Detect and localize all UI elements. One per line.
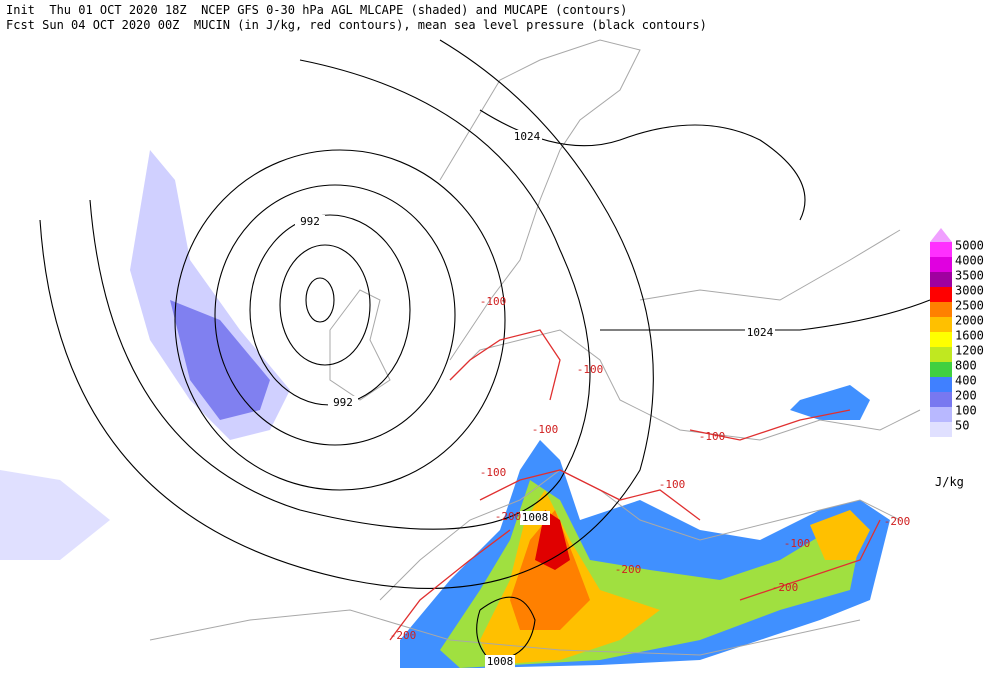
- isobar: [600, 299, 931, 331]
- cape-area: [810, 510, 870, 560]
- legend-swatch: [930, 392, 952, 407]
- legend: 5000400035003000250020001600120080040020…: [930, 228, 984, 437]
- cin-contour: [449, 329, 561, 401]
- legend-swatch: [930, 257, 952, 272]
- coastlines: [149, 39, 921, 656]
- mucin-label: -100: [699, 430, 726, 443]
- legend-label: 1200: [955, 344, 984, 358]
- mucin-label: -200: [390, 629, 417, 642]
- legend-label: 3000: [955, 284, 984, 298]
- legend-swatch: [930, 302, 952, 317]
- pressure-label: 1024: [747, 326, 774, 339]
- legend-swatch: [930, 317, 952, 332]
- legend-swatch: [930, 242, 952, 257]
- label-bg: [745, 326, 775, 340]
- mucin-label: -100: [577, 363, 604, 376]
- mucin-contours: [389, 329, 881, 641]
- legend-label: 3500: [955, 269, 984, 283]
- label-bg: [512, 130, 542, 144]
- legend-label: 400: [955, 374, 977, 388]
- label-bg: [485, 655, 515, 669]
- legend-label: 50: [955, 419, 969, 433]
- coastline: [149, 609, 861, 656]
- coastline: [449, 329, 921, 441]
- isobar: [89, 59, 591, 530]
- pressure-label: 1024: [514, 130, 541, 143]
- legend-swatch: [930, 377, 952, 392]
- cin-contour: [739, 519, 881, 601]
- legend-label: 5000: [955, 239, 984, 253]
- legend-swatch: [930, 332, 952, 347]
- legend-label: 100: [955, 404, 977, 418]
- isobar: [479, 109, 806, 221]
- legend-label: 2000: [955, 314, 984, 328]
- coastline: [329, 289, 391, 401]
- isobar: [174, 149, 506, 491]
- label-bg: [295, 215, 325, 229]
- coastline: [639, 229, 901, 301]
- legend-label: 4000: [955, 254, 984, 268]
- mucin-label: -100: [659, 478, 686, 491]
- mucin-label: -100: [532, 423, 559, 436]
- cin-contour: [389, 529, 511, 641]
- mucin-label: -200: [884, 515, 911, 528]
- isobar: [39, 39, 654, 589]
- mucin-label: -100: [480, 466, 507, 479]
- isobar: [279, 244, 371, 366]
- coastline: [439, 39, 641, 361]
- legend-swatch: [930, 362, 952, 377]
- legend-label: 1600: [955, 329, 984, 343]
- header-line-2: Fcst Sun 04 OCT 2020 00Z MUCIN (in J/kg,…: [6, 18, 707, 32]
- isobar: [214, 184, 456, 446]
- legend-swatch: [930, 422, 952, 437]
- isobar: [305, 277, 335, 323]
- pressure-label: 992: [300, 215, 320, 228]
- legend-swatch: [930, 347, 952, 362]
- pressure-label: 1008: [522, 511, 549, 524]
- cin-contour: [689, 409, 851, 441]
- legend-swatch: [930, 407, 952, 422]
- cape-area: [790, 385, 870, 420]
- legend-swatch: [930, 272, 952, 287]
- cin-contour: [479, 469, 701, 521]
- legend-unit: J/kg: [935, 475, 964, 489]
- legend-arrow: [930, 228, 952, 242]
- mucin-label: -200: [615, 563, 642, 576]
- cape-area: [0, 470, 110, 560]
- cape-shading: [0, 150, 890, 668]
- cape-area: [170, 300, 270, 420]
- isobar: [476, 596, 536, 661]
- label-bg: [328, 396, 358, 410]
- cape-area: [510, 510, 590, 630]
- legend-label: 200: [955, 389, 977, 403]
- legend-swatch: [930, 287, 952, 302]
- header-line-1: Init Thu 01 OCT 2020 18Z NCEP GFS 0-30 h…: [6, 3, 627, 17]
- mucin-label: -100: [784, 537, 811, 550]
- mucin-label: -200: [495, 510, 522, 523]
- label-bg: [520, 511, 550, 525]
- legend-label: 800: [955, 359, 977, 373]
- mucin-label: -100: [480, 295, 507, 308]
- mucin-label: -200: [772, 581, 799, 594]
- pressure-label: 1008: [487, 655, 514, 668]
- contour-labels: 1024 992 1024 992 1008 1008 -100 -100 -100 -100 -2…: [295, 130, 910, 669]
- legend-label: 2500: [955, 299, 984, 313]
- pressure-label: 992: [333, 396, 353, 409]
